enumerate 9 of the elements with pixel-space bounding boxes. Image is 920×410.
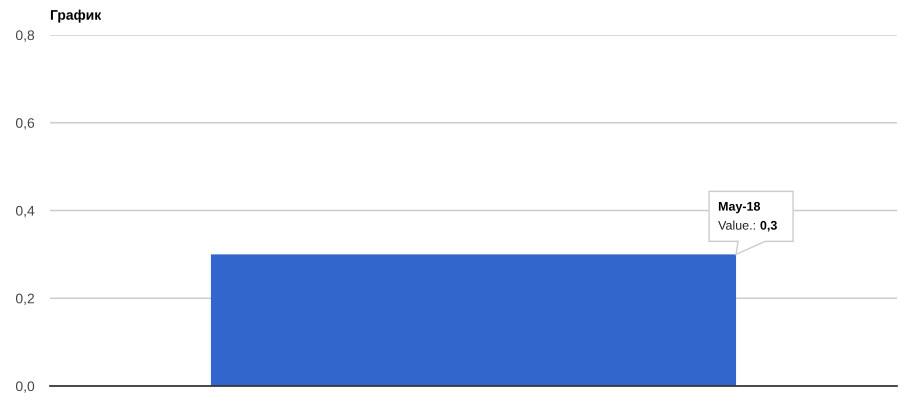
y-tick-label: 0,0 (16, 381, 34, 393)
annotation: May-18 (718, 202, 760, 214)
y-tick-label: 0,4 (16, 206, 34, 218)
annotation: Value.: (718, 220, 755, 230)
y-tick-label: 0,2 (16, 294, 34, 306)
y-tick-label: 0,6 (16, 118, 34, 130)
y-tick-label: 0,8 (16, 30, 34, 42)
chart-title: График (50, 10, 102, 23)
annotation: 0,3 (760, 220, 777, 232)
